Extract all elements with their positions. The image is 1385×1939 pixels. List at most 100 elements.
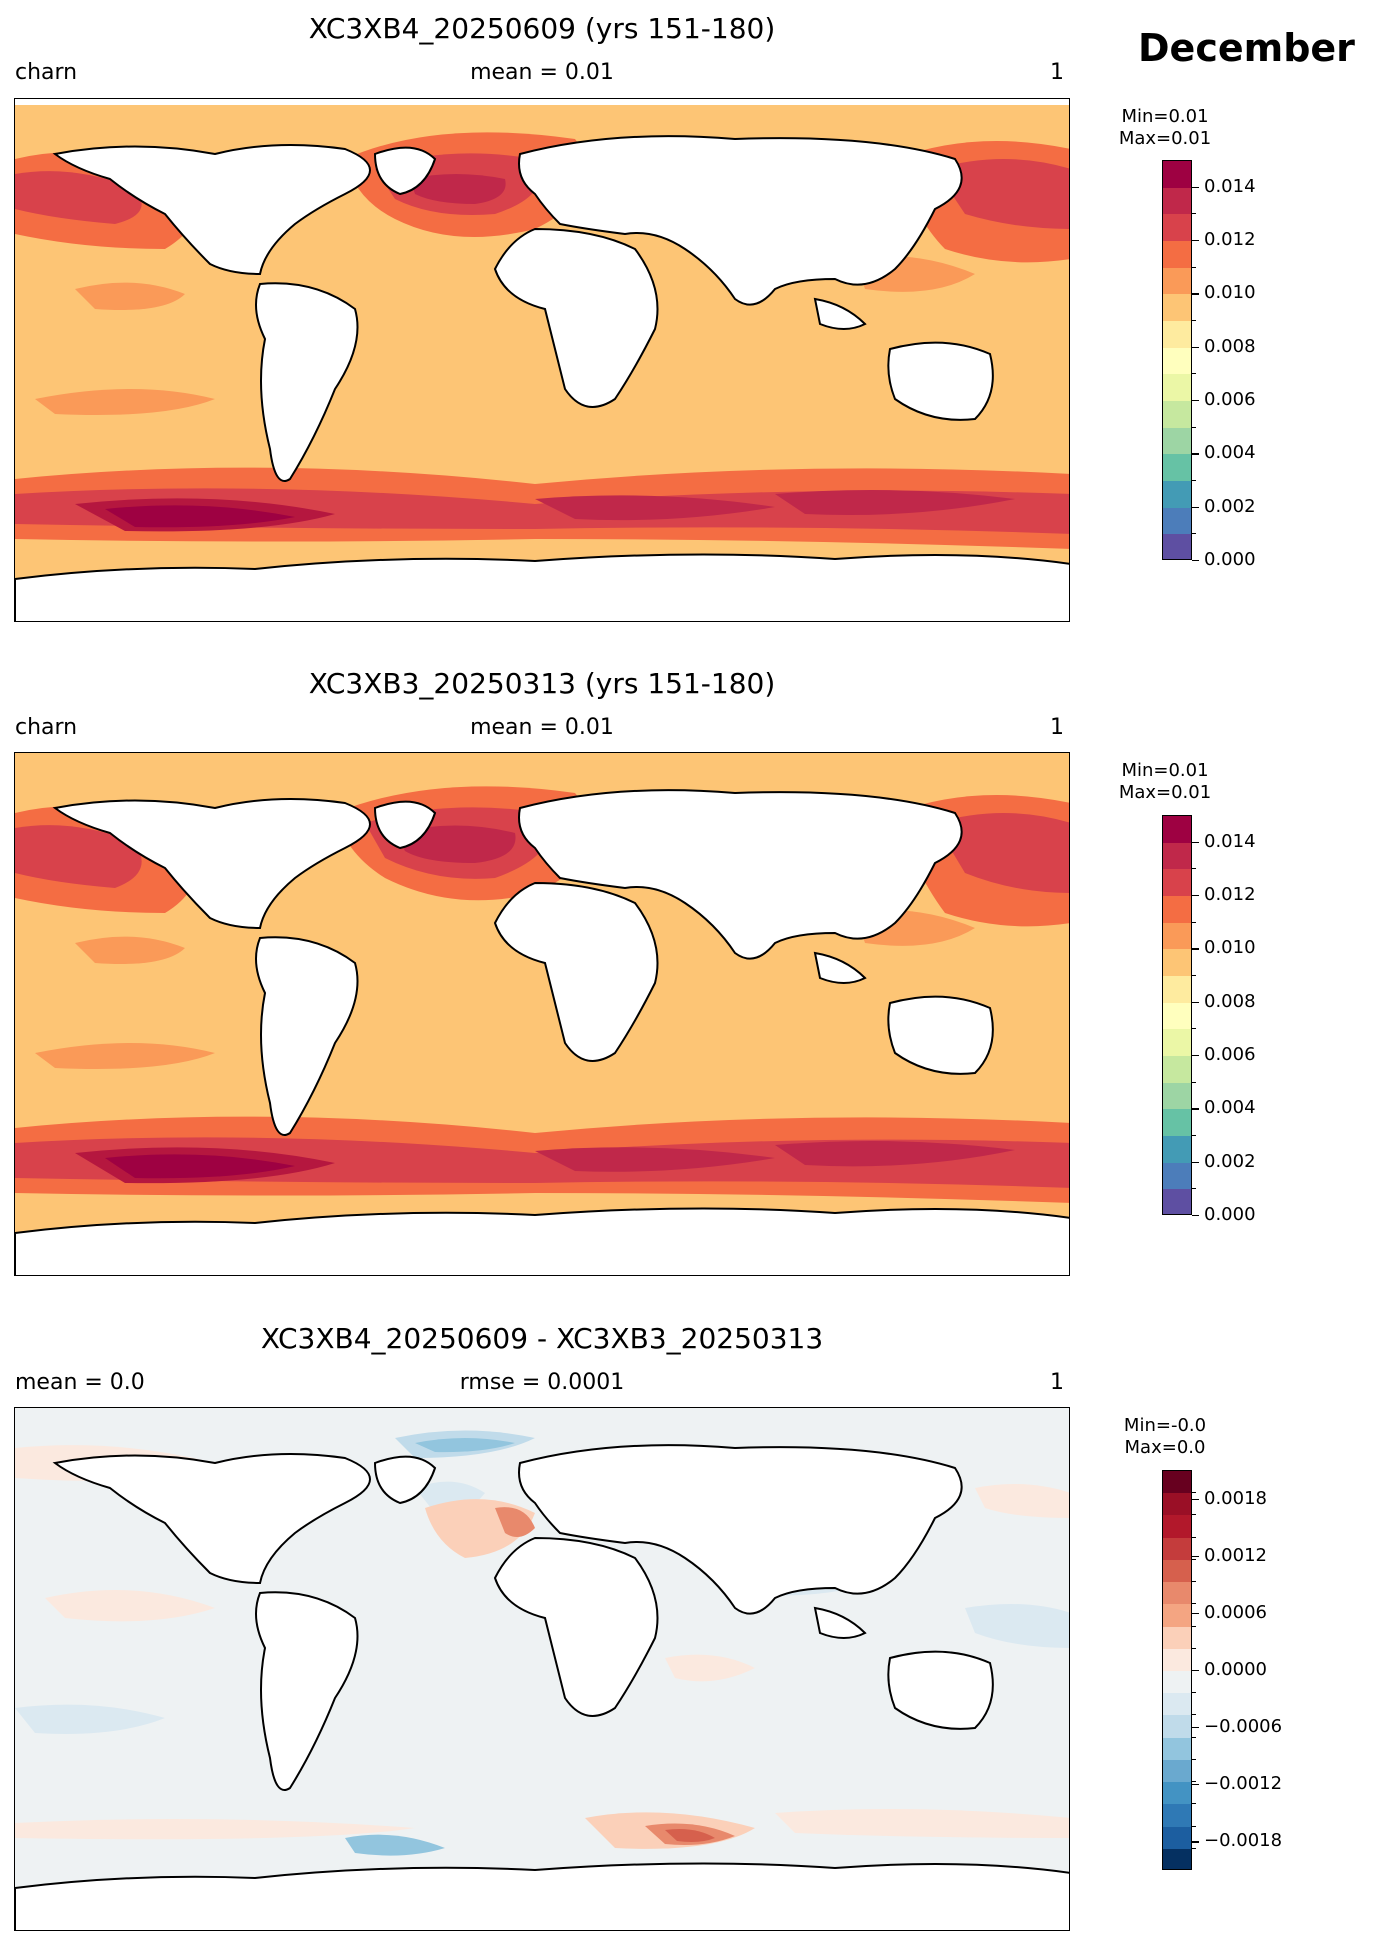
colorbar-tick-label: 0.002 (1204, 1150, 1256, 1172)
colorbar-segment (1163, 1782, 1191, 1805)
colorbar-tick-label: 0.008 (1204, 990, 1256, 1012)
colorbar-tick-mark (1192, 1727, 1199, 1729)
colorbar-tick-label: 0.010 (1204, 937, 1256, 959)
panel-right-label: 1 (1050, 1370, 1064, 1395)
colorbar-minor-tick (1192, 1135, 1196, 1136)
colorbar-segment (1163, 187, 1191, 215)
colorbar-minor-tick (1192, 868, 1196, 870)
colorbar-segment (1163, 1648, 1191, 1671)
colorbar-minor-tick (1192, 1625, 1196, 1627)
colorbar-tick-label: 0.012 (1204, 229, 1256, 250)
colorbar-segment (1163, 1804, 1191, 1827)
colorbar-minor-tick (1192, 1847, 1196, 1849)
colorbar-tick-label: 0.012 (1204, 884, 1256, 905)
colorbar-segment (1163, 1471, 1191, 1494)
colorbar-segment (1163, 1559, 1191, 1583)
colorbar-tick-label: −0.0006 (1204, 1716, 1283, 1738)
colorbar-segment (1163, 1135, 1191, 1163)
colorbar-minor-tick (1192, 1188, 1196, 1190)
colorbar-minor-tick (1192, 1558, 1196, 1560)
colorbar-tick-label: 0.002 (1204, 495, 1256, 517)
map-frame (14, 98, 1070, 622)
colorbar-segment (1163, 507, 1191, 535)
colorbar-segment (1163, 1604, 1191, 1627)
world-map (15, 753, 1069, 1275)
colorbar-tick-mark (1192, 1055, 1199, 1057)
world-map (15, 1408, 1069, 1930)
map-frame (14, 752, 1070, 1276)
panel-center-label: rmse = 0.0001 (459, 1370, 625, 1395)
colorbar-segment (1163, 374, 1191, 401)
colorbar-tick-mark (1192, 1612, 1199, 1615)
colorbar-segment (1163, 1109, 1191, 1136)
panel-title: XC3XB4_20250609 (yrs 151-180) (308, 12, 776, 45)
colorbar-min-label: Min=0.01 (1121, 760, 1209, 781)
colorbar-tick-label: 0.000 (1204, 549, 1256, 570)
colorbar-segment (1163, 1626, 1191, 1649)
colorbar-segment (1163, 534, 1191, 559)
colorbar-segment (1163, 1848, 1191, 1869)
colorbar-tick-label: 0.0006 (1204, 1601, 1267, 1623)
colorbar-tick-label: 0.004 (1204, 1097, 1256, 1119)
colorbar-minor-tick (1192, 1081, 1196, 1083)
colorbar-segment (1163, 816, 1191, 843)
colorbar-minor-tick (1192, 1803, 1196, 1805)
panel-left-label: mean = 0.0 (15, 1370, 145, 1395)
month-label: December (1138, 26, 1355, 70)
colorbar-segment (1163, 975, 1191, 1003)
colorbar-segment (1163, 161, 1191, 188)
colorbar-segment (1163, 869, 1191, 896)
colorbar-segment (1163, 842, 1191, 870)
colorbar-segment (1163, 1189, 1191, 1214)
colorbar-tick-mark (1192, 1670, 1199, 1672)
colorbar-minor-tick (1192, 1781, 1196, 1783)
colorbar-segment (1163, 949, 1191, 976)
colorbar-tick-label: −0.0012 (1204, 1773, 1283, 1795)
colorbar-tick-label: 0.014 (1204, 175, 1256, 197)
colorbar-tick-label: 0.0012 (1204, 1544, 1267, 1566)
colorbar-tick-mark (1192, 506, 1199, 508)
colorbar-segment (1163, 214, 1191, 241)
colorbar-segment (1163, 320, 1191, 348)
colorbar-minor-tick (1192, 373, 1196, 375)
colorbar-minor-tick (1192, 533, 1196, 535)
colorbar-minor-tick (1192, 480, 1196, 481)
colorbar-tick-mark (1192, 895, 1199, 897)
colorbar-tick-mark (1192, 1841, 1199, 1843)
panel-title: XC3XB4_20250609 - XC3XB3_20250313 (260, 1322, 824, 1355)
colorbar-tick-mark (1192, 948, 1199, 950)
colorbar-segment (1163, 400, 1191, 428)
colorbar-minor-tick (1192, 1514, 1196, 1516)
colorbar-segment (1163, 1715, 1191, 1738)
colorbar-max-label: Max=0.01 (1118, 128, 1212, 149)
colorbar-segment (1163, 1826, 1191, 1849)
colorbar-segment (1163, 294, 1191, 321)
colorbar-tick-label: 0.014 (1204, 830, 1256, 852)
colorbar-tick-mark (1192, 560, 1199, 562)
colorbar-min-label: Min=0.01 (1121, 106, 1209, 127)
colorbar-minor-tick (1192, 975, 1196, 976)
colorbar-minor-tick (1192, 213, 1196, 215)
colorbar-segment (1163, 427, 1191, 455)
colorbar-segment (1163, 267, 1191, 295)
world-map (15, 99, 1069, 621)
colorbar-segment (1163, 895, 1191, 923)
colorbar-tick-label: 0.006 (1204, 389, 1256, 410)
colorbar-segment (1163, 1493, 1191, 1516)
colorbar-max-label: Max=0.01 (1118, 782, 1212, 803)
panel-left-label: charn (15, 60, 78, 85)
colorbar-tick-label: 0.0018 (1204, 1487, 1267, 1509)
colorbar-segment (1163, 1759, 1191, 1783)
colorbar-tick-mark (1192, 1555, 1199, 1557)
colorbar-segment (1163, 1737, 1191, 1760)
colorbar-segment (1163, 1029, 1191, 1056)
colorbar-tick-label: 0.006 (1204, 1044, 1256, 1065)
panel-right-label: 1 (1050, 715, 1064, 740)
colorbar-tick-mark (1192, 1161, 1199, 1163)
colorbar-minor-tick (1192, 1536, 1196, 1538)
colorbar-minmax: Min=0.01 Max=0.01 (1110, 106, 1220, 150)
colorbar-segment (1163, 1162, 1191, 1190)
colorbar-minor-tick (1192, 1758, 1196, 1760)
colorbar-tick-mark (1192, 841, 1199, 843)
map-frame (14, 1407, 1070, 1931)
